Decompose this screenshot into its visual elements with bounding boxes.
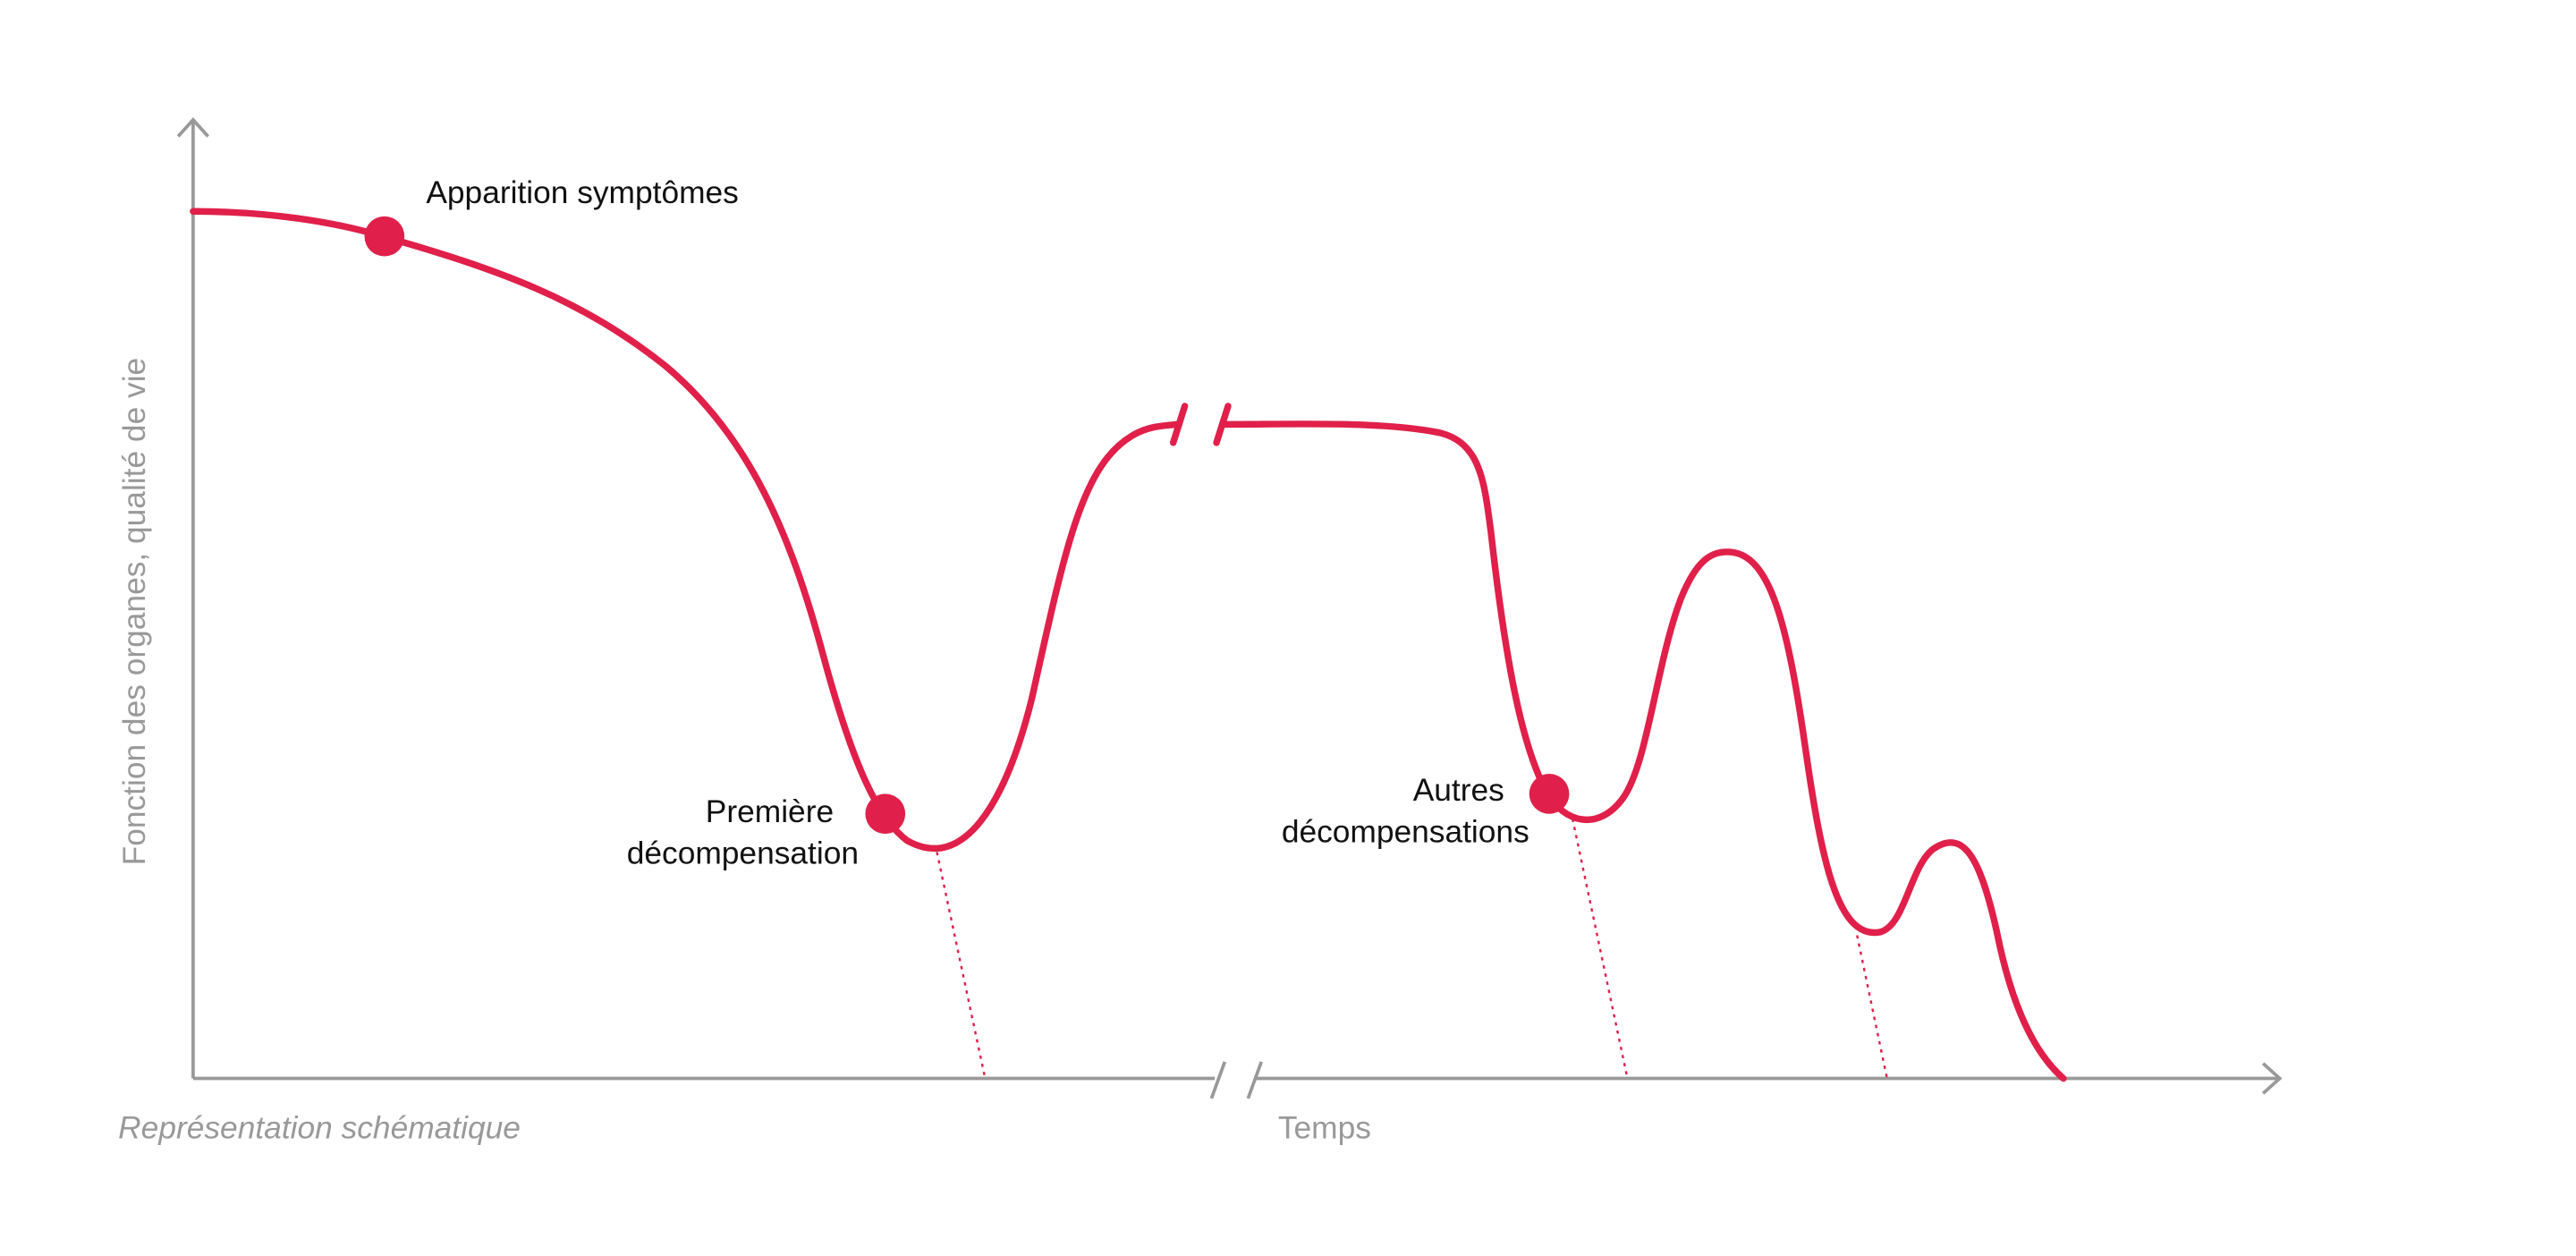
y-axis-label: Fonction des organes, qualité de vie [117,358,152,866]
annotation: décompensation [627,836,859,871]
marker [865,793,906,835]
marker [1529,774,1570,814]
curve-segment [1219,420,2067,1082]
x-axis-label: Temps [1278,1110,1371,1145]
annotation: Autres [1413,773,1504,808]
curve-break [1213,403,1232,446]
axes [176,117,2283,1099]
x-arrow [2261,1062,2283,1095]
drop-lines [936,819,1888,1079]
y-arrow [176,117,210,138]
marker [364,216,405,257]
axis-break [1246,1061,1263,1099]
axis-break [1209,1061,1227,1099]
curve-segment [190,208,1181,853]
annotation: Apparition symptômes [426,175,739,210]
drop-line [1856,935,1888,1079]
annotation: décompensations [1282,814,1530,849]
curve-break [1169,403,1189,446]
drop-line [1571,819,1629,1079]
note: Représentation schématique [118,1110,521,1145]
curve [190,208,2067,1082]
annotation: Première [706,794,834,829]
markers [364,216,1570,835]
drop-line [936,852,987,1079]
